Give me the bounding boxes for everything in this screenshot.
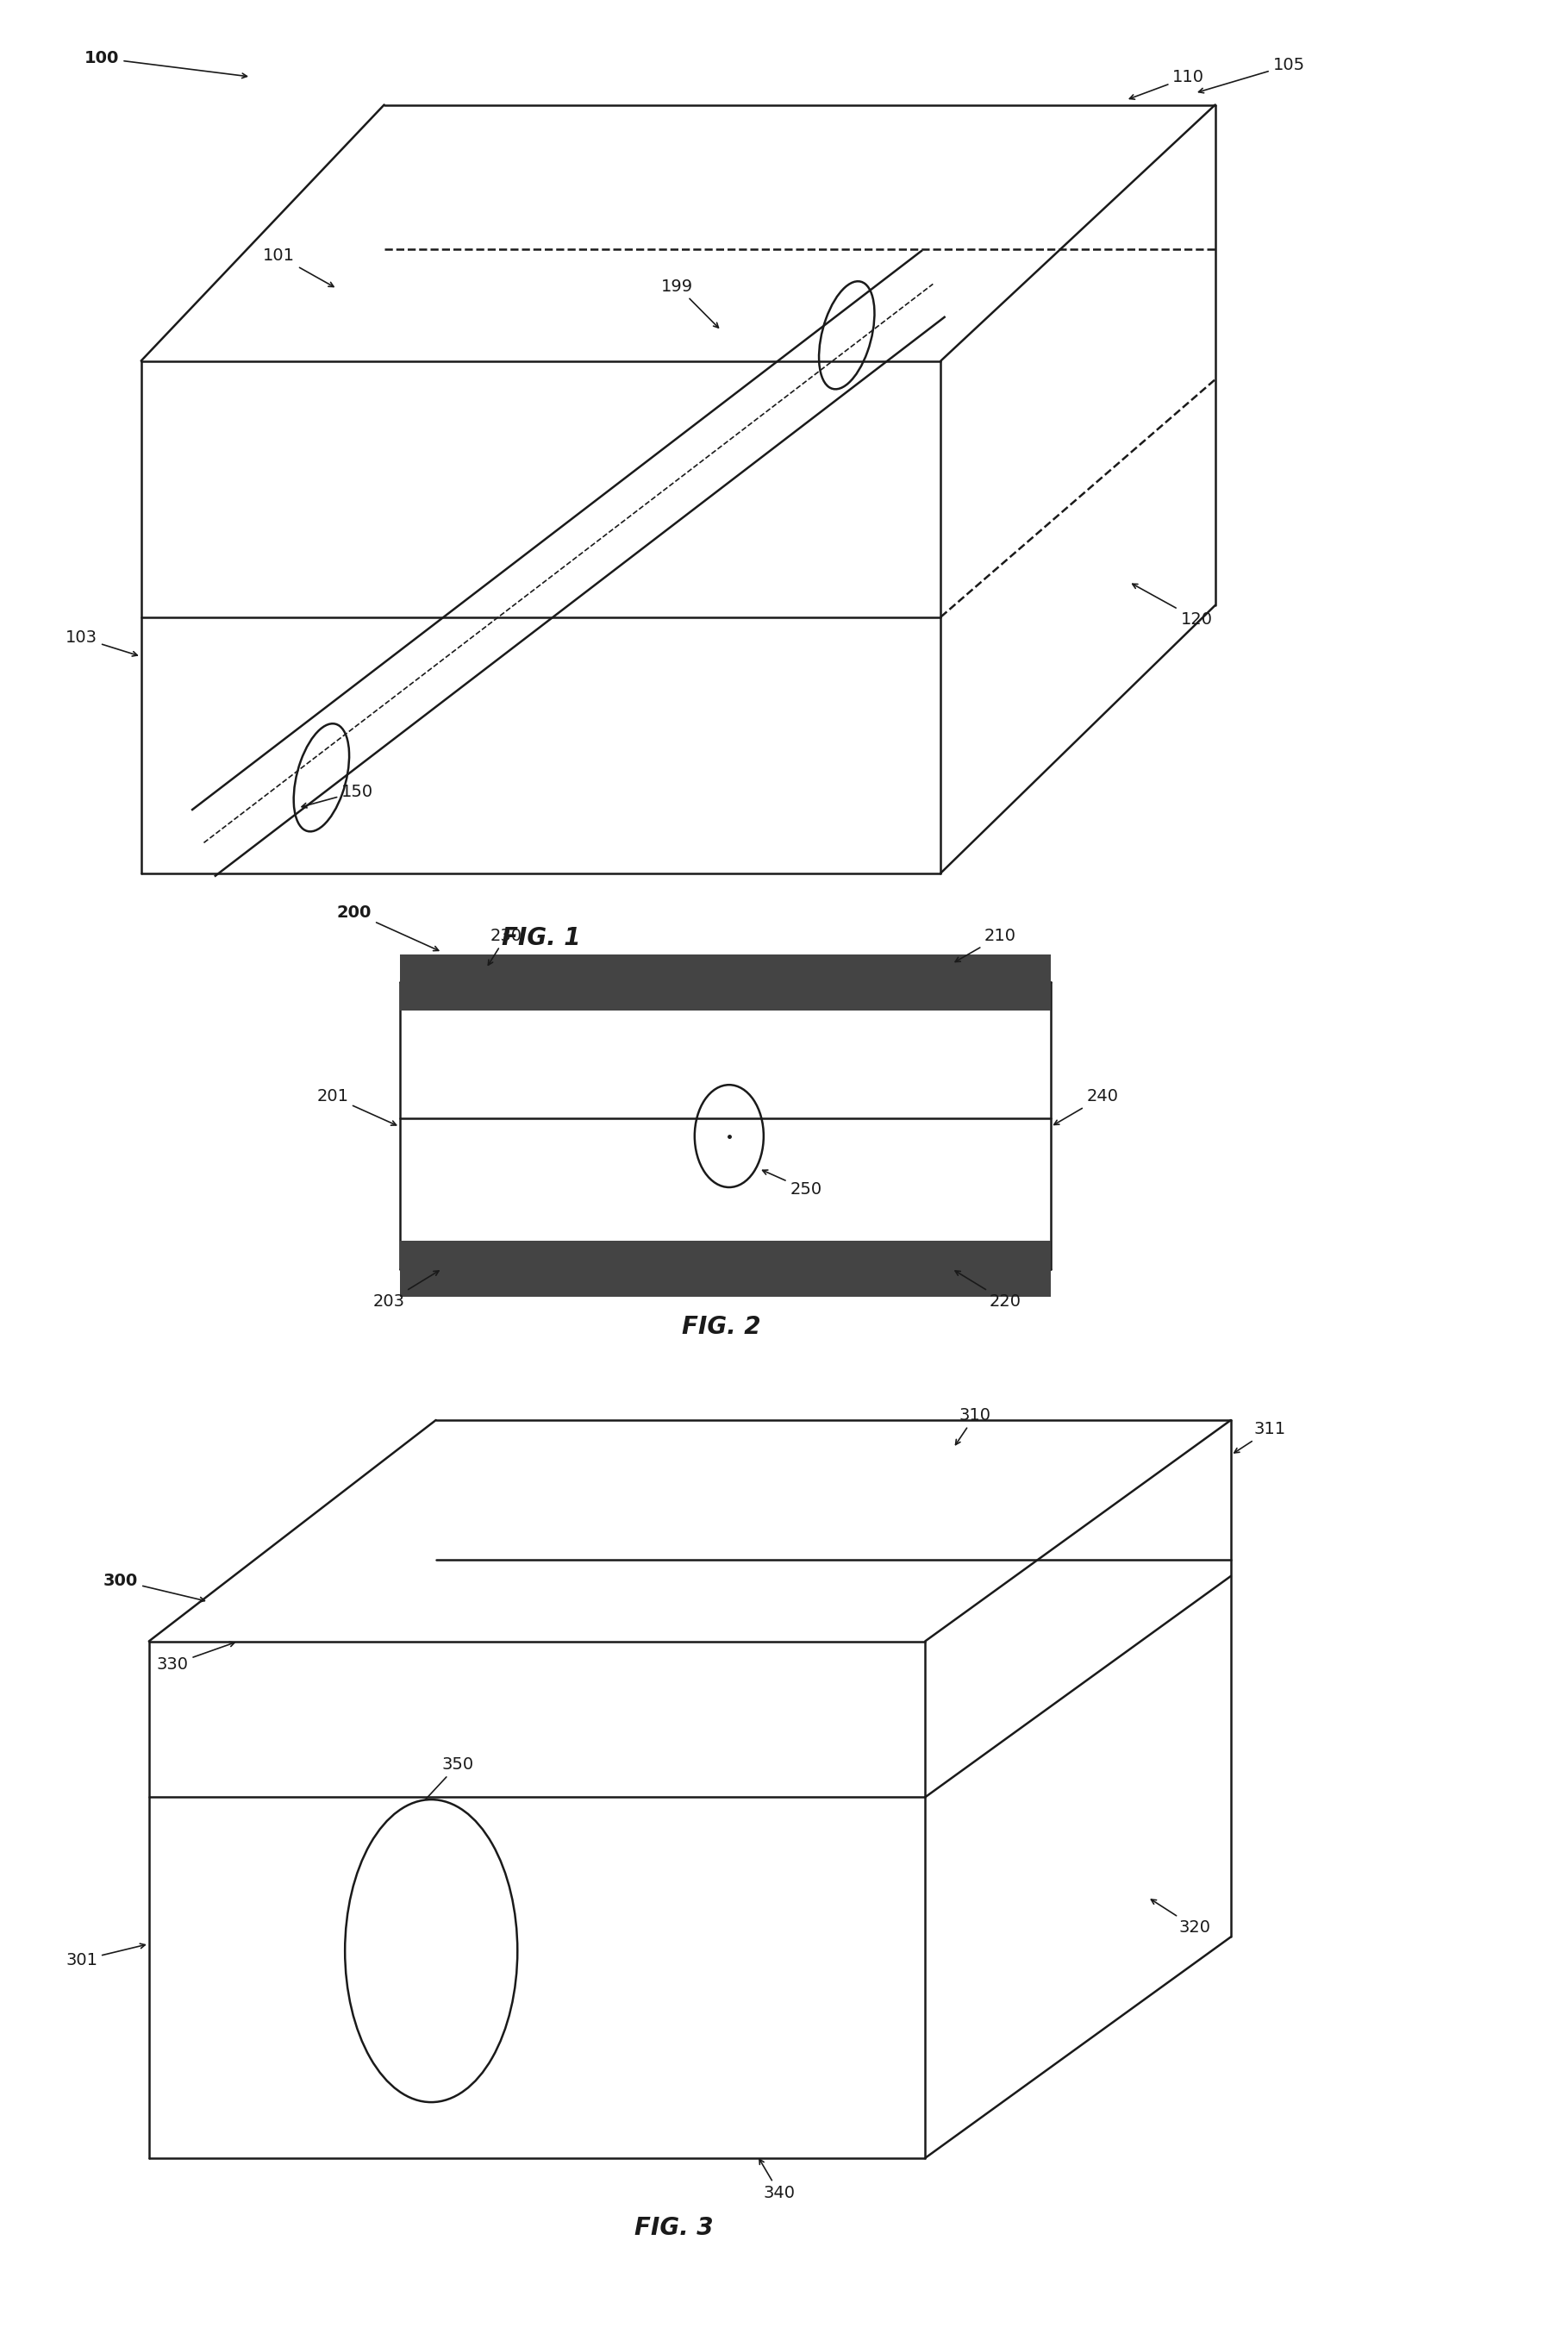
- Text: 110: 110: [1129, 68, 1204, 100]
- Text: 330: 330: [157, 1641, 235, 1674]
- Text: 199: 199: [662, 277, 718, 328]
- Text: 301: 301: [66, 1944, 146, 1969]
- Ellipse shape: [345, 1800, 517, 2102]
- Text: 120: 120: [1132, 584, 1212, 629]
- Text: 150: 150: [301, 782, 373, 808]
- Text: 220: 220: [955, 1271, 1021, 1311]
- Polygon shape: [400, 954, 1051, 1010]
- Text: 200: 200: [337, 903, 439, 950]
- Text: 250: 250: [762, 1171, 822, 1199]
- Text: FIG. 2: FIG. 2: [682, 1315, 760, 1339]
- Text: 203: 203: [373, 1271, 439, 1311]
- Text: 210: 210: [955, 927, 1016, 961]
- Text: 100: 100: [85, 49, 246, 79]
- Text: 320: 320: [1151, 1900, 1210, 1937]
- Text: 240: 240: [1054, 1087, 1118, 1124]
- Text: 201: 201: [317, 1087, 397, 1124]
- Text: 230: 230: [488, 927, 522, 966]
- Text: FIG. 1: FIG. 1: [502, 927, 580, 950]
- Text: 103: 103: [66, 629, 138, 656]
- Text: 350: 350: [398, 1755, 474, 1830]
- Text: 101: 101: [263, 247, 334, 286]
- Text: 310: 310: [955, 1406, 991, 1446]
- Polygon shape: [400, 1241, 1051, 1297]
- Text: 300: 300: [103, 1571, 205, 1602]
- Text: 105: 105: [1198, 56, 1305, 93]
- Text: 311: 311: [1234, 1420, 1286, 1453]
- Text: 340: 340: [759, 2158, 795, 2202]
- Text: FIG. 3: FIG. 3: [635, 2216, 713, 2240]
